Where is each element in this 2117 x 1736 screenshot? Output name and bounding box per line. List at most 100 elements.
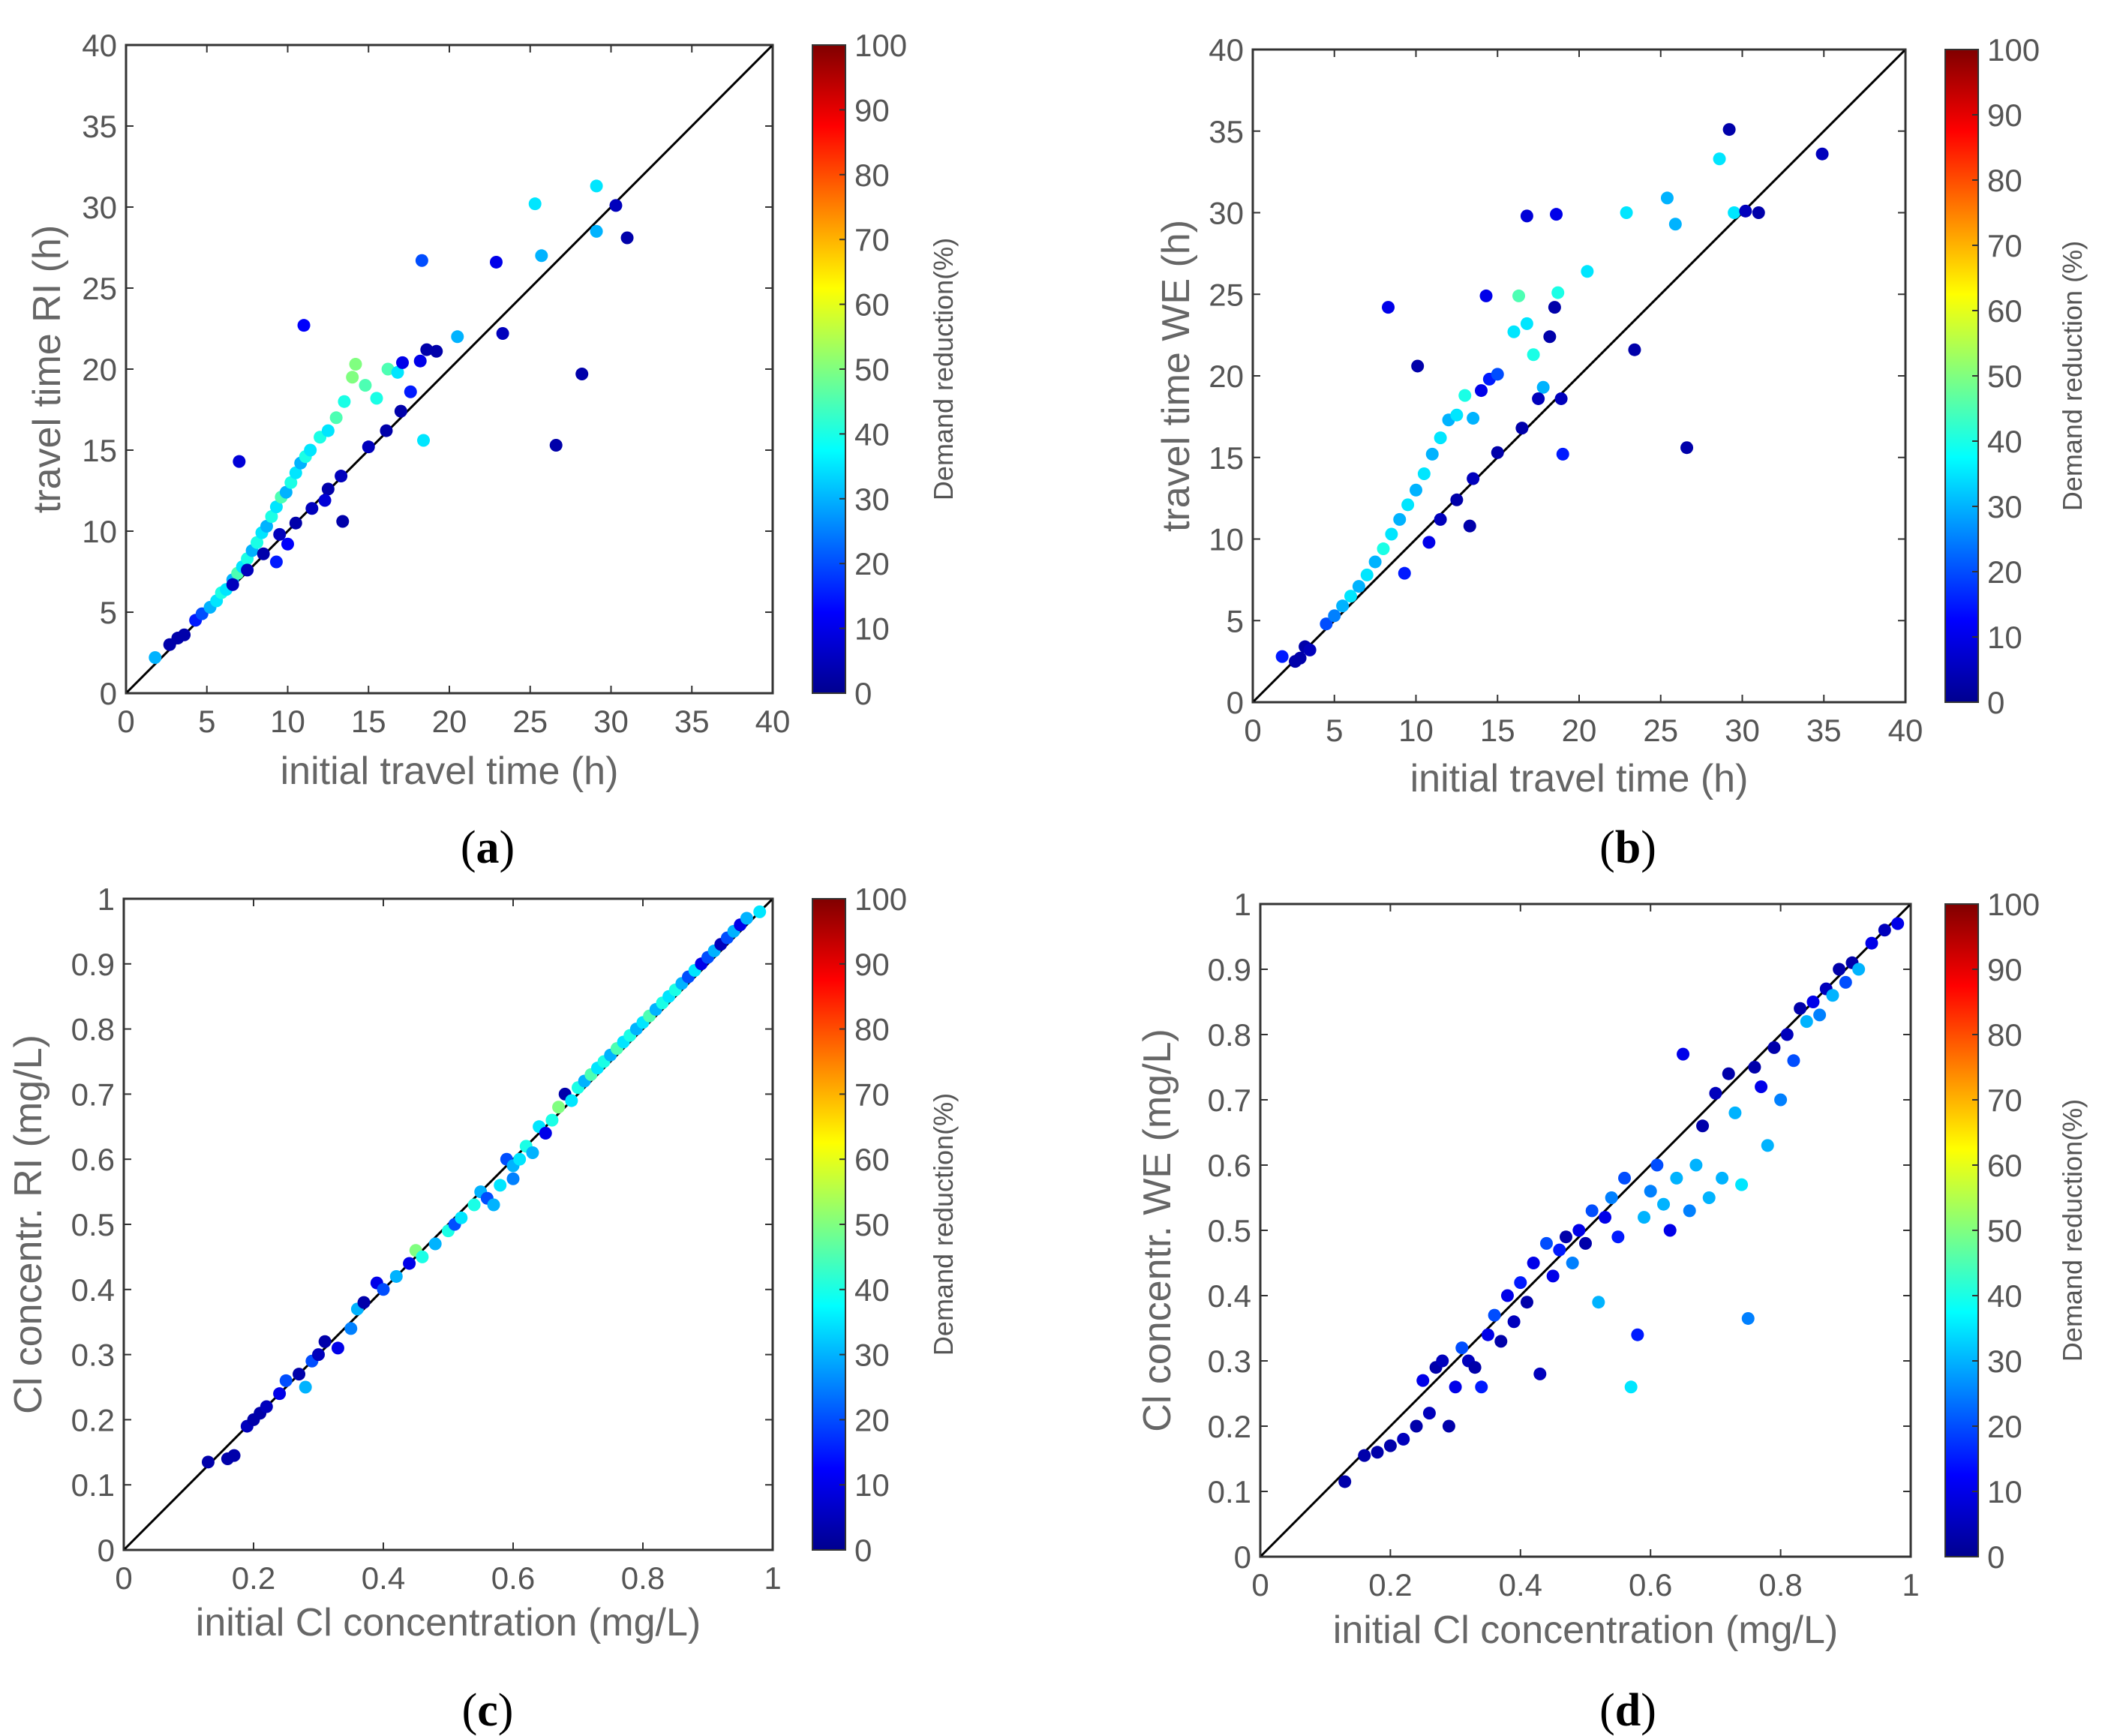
colorbar-tick-label: 80 (854, 158, 890, 193)
colorbar-tick-label: 10 (1987, 1474, 2022, 1509)
data-point (1507, 325, 1521, 338)
data-point (1677, 1047, 1690, 1061)
data-points (149, 179, 634, 664)
data-point (1527, 348, 1540, 362)
data-point (1479, 289, 1493, 302)
data-point (1556, 447, 1569, 461)
data-point (312, 1348, 325, 1362)
x-tick-label: 40 (1888, 713, 1923, 748)
data-point (1709, 1086, 1722, 1100)
data-point (575, 367, 589, 380)
colorbar-tick-label: 90 (854, 947, 890, 982)
data-point (609, 199, 623, 212)
panel-label-close: ) (498, 1685, 514, 1736)
data-point (279, 485, 293, 499)
data-point (526, 1146, 539, 1160)
data-point (336, 515, 350, 528)
y-tick-label: 25 (1209, 277, 1244, 312)
data-point (1514, 1276, 1527, 1290)
data-point (1752, 206, 1765, 219)
colorbar-tick-label: 50 (1987, 1213, 2022, 1248)
data-point (1794, 1002, 1807, 1015)
data-point (467, 1198, 481, 1212)
colorbar-tick-label: 40 (1987, 1278, 2022, 1314)
data-point (362, 440, 375, 454)
y-tick-label: 25 (82, 271, 117, 306)
data-point (590, 179, 603, 193)
colorbar-tick-label: 0 (1987, 1539, 2004, 1575)
x-tick-label: 0.6 (1629, 1567, 1672, 1602)
data-point (1670, 1171, 1683, 1185)
y-tick-label: 0 (1234, 1539, 1251, 1575)
data-point (1539, 1236, 1553, 1250)
x-tick-label: 35 (674, 704, 710, 739)
data-point (1689, 1158, 1703, 1172)
data-point (1507, 1315, 1521, 1329)
data-point (545, 1113, 559, 1127)
data-point (1393, 512, 1407, 526)
data-point (1383, 1439, 1397, 1452)
data-point (1467, 412, 1480, 425)
data-point (335, 470, 348, 483)
data-point (1663, 1224, 1677, 1237)
colorbar-tick-label: 40 (1987, 424, 2022, 459)
data-point (1417, 467, 1431, 480)
data-point (370, 392, 383, 405)
y-tick-label: 1 (98, 882, 115, 917)
data-point (1371, 1446, 1384, 1459)
data-point (1475, 1380, 1488, 1394)
data-point (1434, 512, 1447, 526)
y-tick-label: 0.9 (1208, 952, 1251, 987)
y-tick-label: 0 (98, 1533, 115, 1568)
x-tick-label: 10 (1398, 713, 1434, 748)
data-point (233, 455, 246, 468)
data-point (1566, 1257, 1579, 1269)
data-point (289, 516, 302, 530)
data-point (357, 1296, 371, 1309)
y-tick-label: 15 (82, 433, 117, 468)
y-tick-label: 0.8 (71, 1012, 115, 1047)
data-point (1739, 204, 1752, 218)
data-point (528, 197, 542, 211)
y-axis-title: Cl concentr. RI (mg/L) (7, 1035, 50, 1414)
data-point (359, 379, 372, 392)
colorbar-tick-label: 0 (854, 1533, 872, 1568)
data-point (428, 1237, 442, 1251)
colorbar-tick-label: 90 (1987, 952, 2022, 987)
data-point (535, 249, 548, 263)
colorbar-tick-label: 30 (854, 1338, 890, 1373)
colorbar-tick-label: 70 (854, 222, 890, 257)
y-tick-label: 35 (1209, 114, 1244, 149)
panel-label-letter: a (476, 822, 500, 873)
data-point (281, 537, 294, 551)
data-point (413, 354, 427, 368)
data-point (430, 344, 443, 358)
colorbar-tick-label: 0 (1987, 685, 2004, 720)
data-point (1463, 519, 1476, 533)
x-axis-title: initial travel time (h) (1410, 757, 1749, 800)
data-point (565, 1094, 578, 1107)
data-point (1813, 1008, 1827, 1022)
data-points (1275, 123, 1829, 668)
data-point (489, 255, 503, 269)
data-point (1620, 206, 1633, 219)
data-point (349, 358, 362, 371)
data-point (1611, 1230, 1625, 1244)
data-point (1491, 368, 1504, 381)
data-point (381, 362, 395, 376)
data-point (590, 224, 603, 238)
x-tick-label: 40 (755, 704, 791, 739)
panel-label-close: ) (1641, 822, 1656, 873)
x-tick-label: 20 (432, 704, 467, 739)
data-point (321, 482, 335, 496)
colorbar-tick-label: 50 (1987, 359, 2022, 394)
data-point (346, 371, 359, 384)
data-point (1536, 380, 1550, 394)
x-tick-label: 5 (1326, 713, 1343, 748)
data-point (318, 494, 332, 507)
data-point (1631, 1328, 1644, 1341)
panel-d: 0 0.2 0.4 0.6 0.8 100.10.20.30.40.50.60.70.80… (1136, 887, 2088, 1736)
data-point (1548, 301, 1561, 314)
data-point (1494, 1335, 1508, 1348)
data-point (1713, 152, 1726, 166)
